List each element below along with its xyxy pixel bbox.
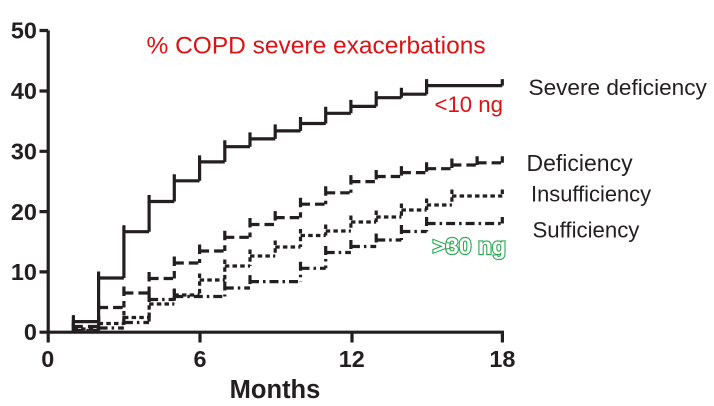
svg-text:Months: Months	[230, 376, 321, 404]
svg-text:% COPD severe exacerbations: % COPD severe exacerbations	[147, 33, 486, 60]
svg-text:30: 30	[11, 139, 37, 165]
svg-text:20: 20	[11, 199, 37, 225]
svg-text:Deficiency: Deficiency	[527, 150, 634, 176]
svg-text:Sufficiency: Sufficiency	[533, 218, 641, 243]
svg-text:6: 6	[193, 346, 206, 372]
svg-text:Severe deficiency: Severe deficiency	[529, 75, 708, 100]
svg-text:40: 40	[11, 78, 37, 104]
svg-text:50: 50	[11, 18, 37, 44]
svg-text:<10 ng: <10 ng	[435, 92, 503, 117]
svg-text:10: 10	[11, 259, 37, 285]
svg-text:>30 ng: >30 ng	[433, 233, 507, 259]
svg-text:0: 0	[41, 346, 54, 372]
svg-text:0: 0	[24, 319, 37, 345]
svg-text:12: 12	[339, 346, 365, 372]
svg-text:Insufficiency: Insufficiency	[531, 182, 651, 207]
svg-text:18: 18	[489, 346, 515, 372]
